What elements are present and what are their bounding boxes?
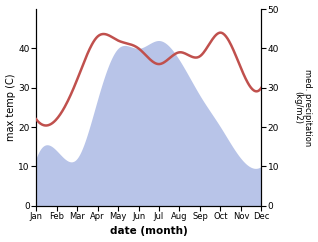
Y-axis label: max temp (C): max temp (C) [5,74,16,141]
X-axis label: date (month): date (month) [110,227,188,236]
Y-axis label: med. precipitation
(kg/m2): med. precipitation (kg/m2) [293,69,313,146]
